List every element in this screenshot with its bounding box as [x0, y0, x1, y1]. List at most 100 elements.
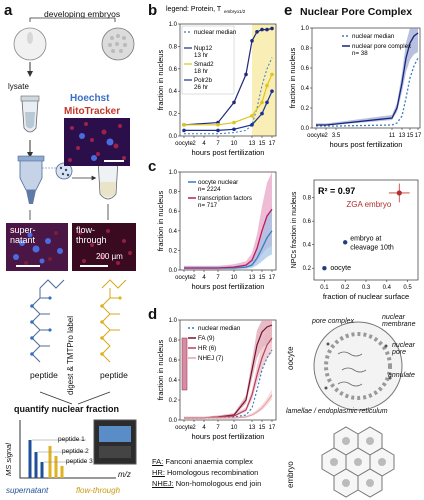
b-data-point [182, 123, 186, 127]
c-ytick-label: 0.0 [169, 268, 178, 274]
e-xtick-label: 11 [389, 133, 396, 139]
d-ytick-label: 1.0 [169, 318, 178, 324]
e2-label-cleavage-2: cleavage 10th [350, 244, 394, 251]
b-data-point [260, 111, 264, 116]
chart-d: 0.0 0.2 0.4 0.6 0.8 1.0 oocyte 2 4 7 10 13 15 17 fract… [156, 318, 277, 441]
e2-label-zga: ZGA embryo [346, 200, 391, 209]
b-ytick-label: 0.8 [169, 44, 178, 50]
b-xtick-label: oocyte [175, 141, 193, 147]
peptide1-label: peptide 1 [58, 436, 85, 443]
b-data-point [182, 128, 186, 133]
b-data-point [265, 27, 269, 32]
supernatant-microscopy-image [6, 223, 68, 271]
d-xtick-label: 7 [216, 425, 220, 431]
b-ytick-label: 0.4 [169, 89, 178, 95]
e2-label-oocyte: oocyte [330, 265, 351, 272]
d-xtick-label: 4 [202, 425, 206, 431]
e2-xtick-label: 0.4 [383, 285, 392, 291]
e-ytick-label: 0.2 [301, 106, 310, 112]
flowthrough-label-line1: flow- [76, 225, 96, 235]
b-xtick-label: 2 [192, 141, 196, 147]
b-data-point [232, 127, 236, 132]
d-ylabel: fraction in nucleus [156, 340, 165, 401]
b-legend-box [181, 25, 235, 95]
quantify-label: quantify nuclear fraction [14, 404, 120, 414]
chart-e-scatter: 0.2 0.4 0.6 0.8 0.1 0.2 0.3 0.4 0.5 NPCs fraction… [291, 179, 419, 301]
c-xtick-label: 15 [259, 275, 266, 281]
c-legend-label: transcription factors [198, 195, 252, 202]
d-ytick-label: 0.8 [169, 338, 178, 344]
developing-embryos-label: developing embryos [44, 9, 121, 19]
c-ytick-label: 0.2 [169, 248, 178, 254]
b-ytick-label: 0.2 [169, 112, 178, 118]
d-oocyte-box [181, 337, 188, 391]
c-ylabel: fraction in nucleus [156, 191, 165, 252]
flowthrough-microscopy-image [72, 223, 136, 271]
e-xtick-label: 13 [399, 133, 406, 139]
b-data-point [260, 100, 264, 105]
e-ytick-label: 0.6 [301, 66, 310, 72]
panel-label-d: d [148, 306, 158, 323]
lysate-label: lysate [8, 82, 29, 91]
panel-label-a: a [4, 2, 13, 19]
flowthrough-bottom-label: flow-through [76, 486, 121, 495]
b-ytick-label: 0.0 [169, 134, 178, 140]
b-ytick-label: 1.0 [169, 22, 178, 28]
lamellae-label: lamellae / endoplasmic reticulum [286, 408, 388, 415]
hoechst-label: Hoechst [70, 93, 110, 104]
b-data-point [265, 100, 269, 105]
b-legend-label: Polr2b [194, 77, 212, 84]
c-ytick-label: 0.6 [169, 209, 178, 215]
e2-r2-label: R² = 0.97 [318, 186, 355, 196]
c-legend-sublabel: n= 717 [198, 202, 218, 209]
mz-label: m/z [118, 470, 131, 479]
d-xlabel: hours post fertilization [192, 432, 265, 441]
flowthrough-image-label: flow- through [76, 225, 107, 245]
b-data-point [244, 72, 248, 77]
ms-spectrum [19, 419, 137, 479]
b-data-point [270, 26, 274, 31]
filter-unit-image [19, 159, 43, 191]
peptide3-label: peptide 3 [66, 458, 93, 465]
peptide-structures [30, 279, 127, 405]
c-xtick-label: oocyte [175, 275, 193, 281]
c-ytick-label: 0.4 [169, 229, 178, 235]
b-data-point [265, 83, 269, 88]
b-legend-sublabel: 18 hr [194, 68, 208, 75]
peptide2-label: peptide 2 [62, 448, 89, 455]
e2-point-zga [396, 190, 402, 196]
panel-label-c: c [148, 158, 157, 175]
e2-ytick-label: 0.8 [303, 196, 312, 202]
c-frame [179, 171, 277, 271]
d-ytick-label: 0.0 [169, 418, 178, 424]
chart-b: 0.0 0.2 0.4 0.6 0.8 1.0 oocyte 2 4 7 10 13 15 17 fract… [156, 6, 277, 157]
b-data-point [216, 128, 220, 133]
d-ytick-label: 0.6 [169, 358, 178, 364]
flowthrough-label-line2: through [76, 235, 107, 245]
lysate-microscopy-image [64, 118, 130, 166]
b-xtick-label: 10 [231, 141, 238, 147]
e-legend-sublabel: n= 38 [352, 50, 368, 57]
b-legend-sublabel: 26 hr [194, 84, 208, 91]
d-ytick-label: 0.4 [169, 378, 178, 384]
e2-point-oocyte [322, 266, 327, 271]
pore-complex-label: pore complex [312, 318, 355, 325]
d-legend-label: HR (6) [198, 345, 216, 352]
c-ytick-label: 1.0 [169, 170, 178, 176]
c-xtick-label: 17 [269, 275, 276, 281]
npc-diagram [313, 321, 403, 498]
d-frame [179, 319, 277, 421]
e-ytick-label: 0.0 [301, 126, 310, 132]
peptide-right-label: peptide [100, 370, 128, 380]
nuclear-membrane-label: nuclear membrane [382, 314, 416, 328]
b-legend-subscript: embryo1/2 [224, 9, 246, 14]
e2-xtick-label: 0.2 [341, 285, 350, 291]
e2-xtick-label: 0.5 [403, 285, 412, 291]
b-legend-title: legend: Protein, T [166, 6, 222, 13]
e-series-band [316, 28, 418, 126]
b-data-point [250, 114, 254, 118]
e-xtick-label: 2 [324, 133, 328, 139]
supernatant-label-line1: super- [10, 225, 36, 235]
b-xtick-label: 7 [216, 141, 220, 147]
e2-ytick-label: 0.2 [303, 266, 312, 272]
